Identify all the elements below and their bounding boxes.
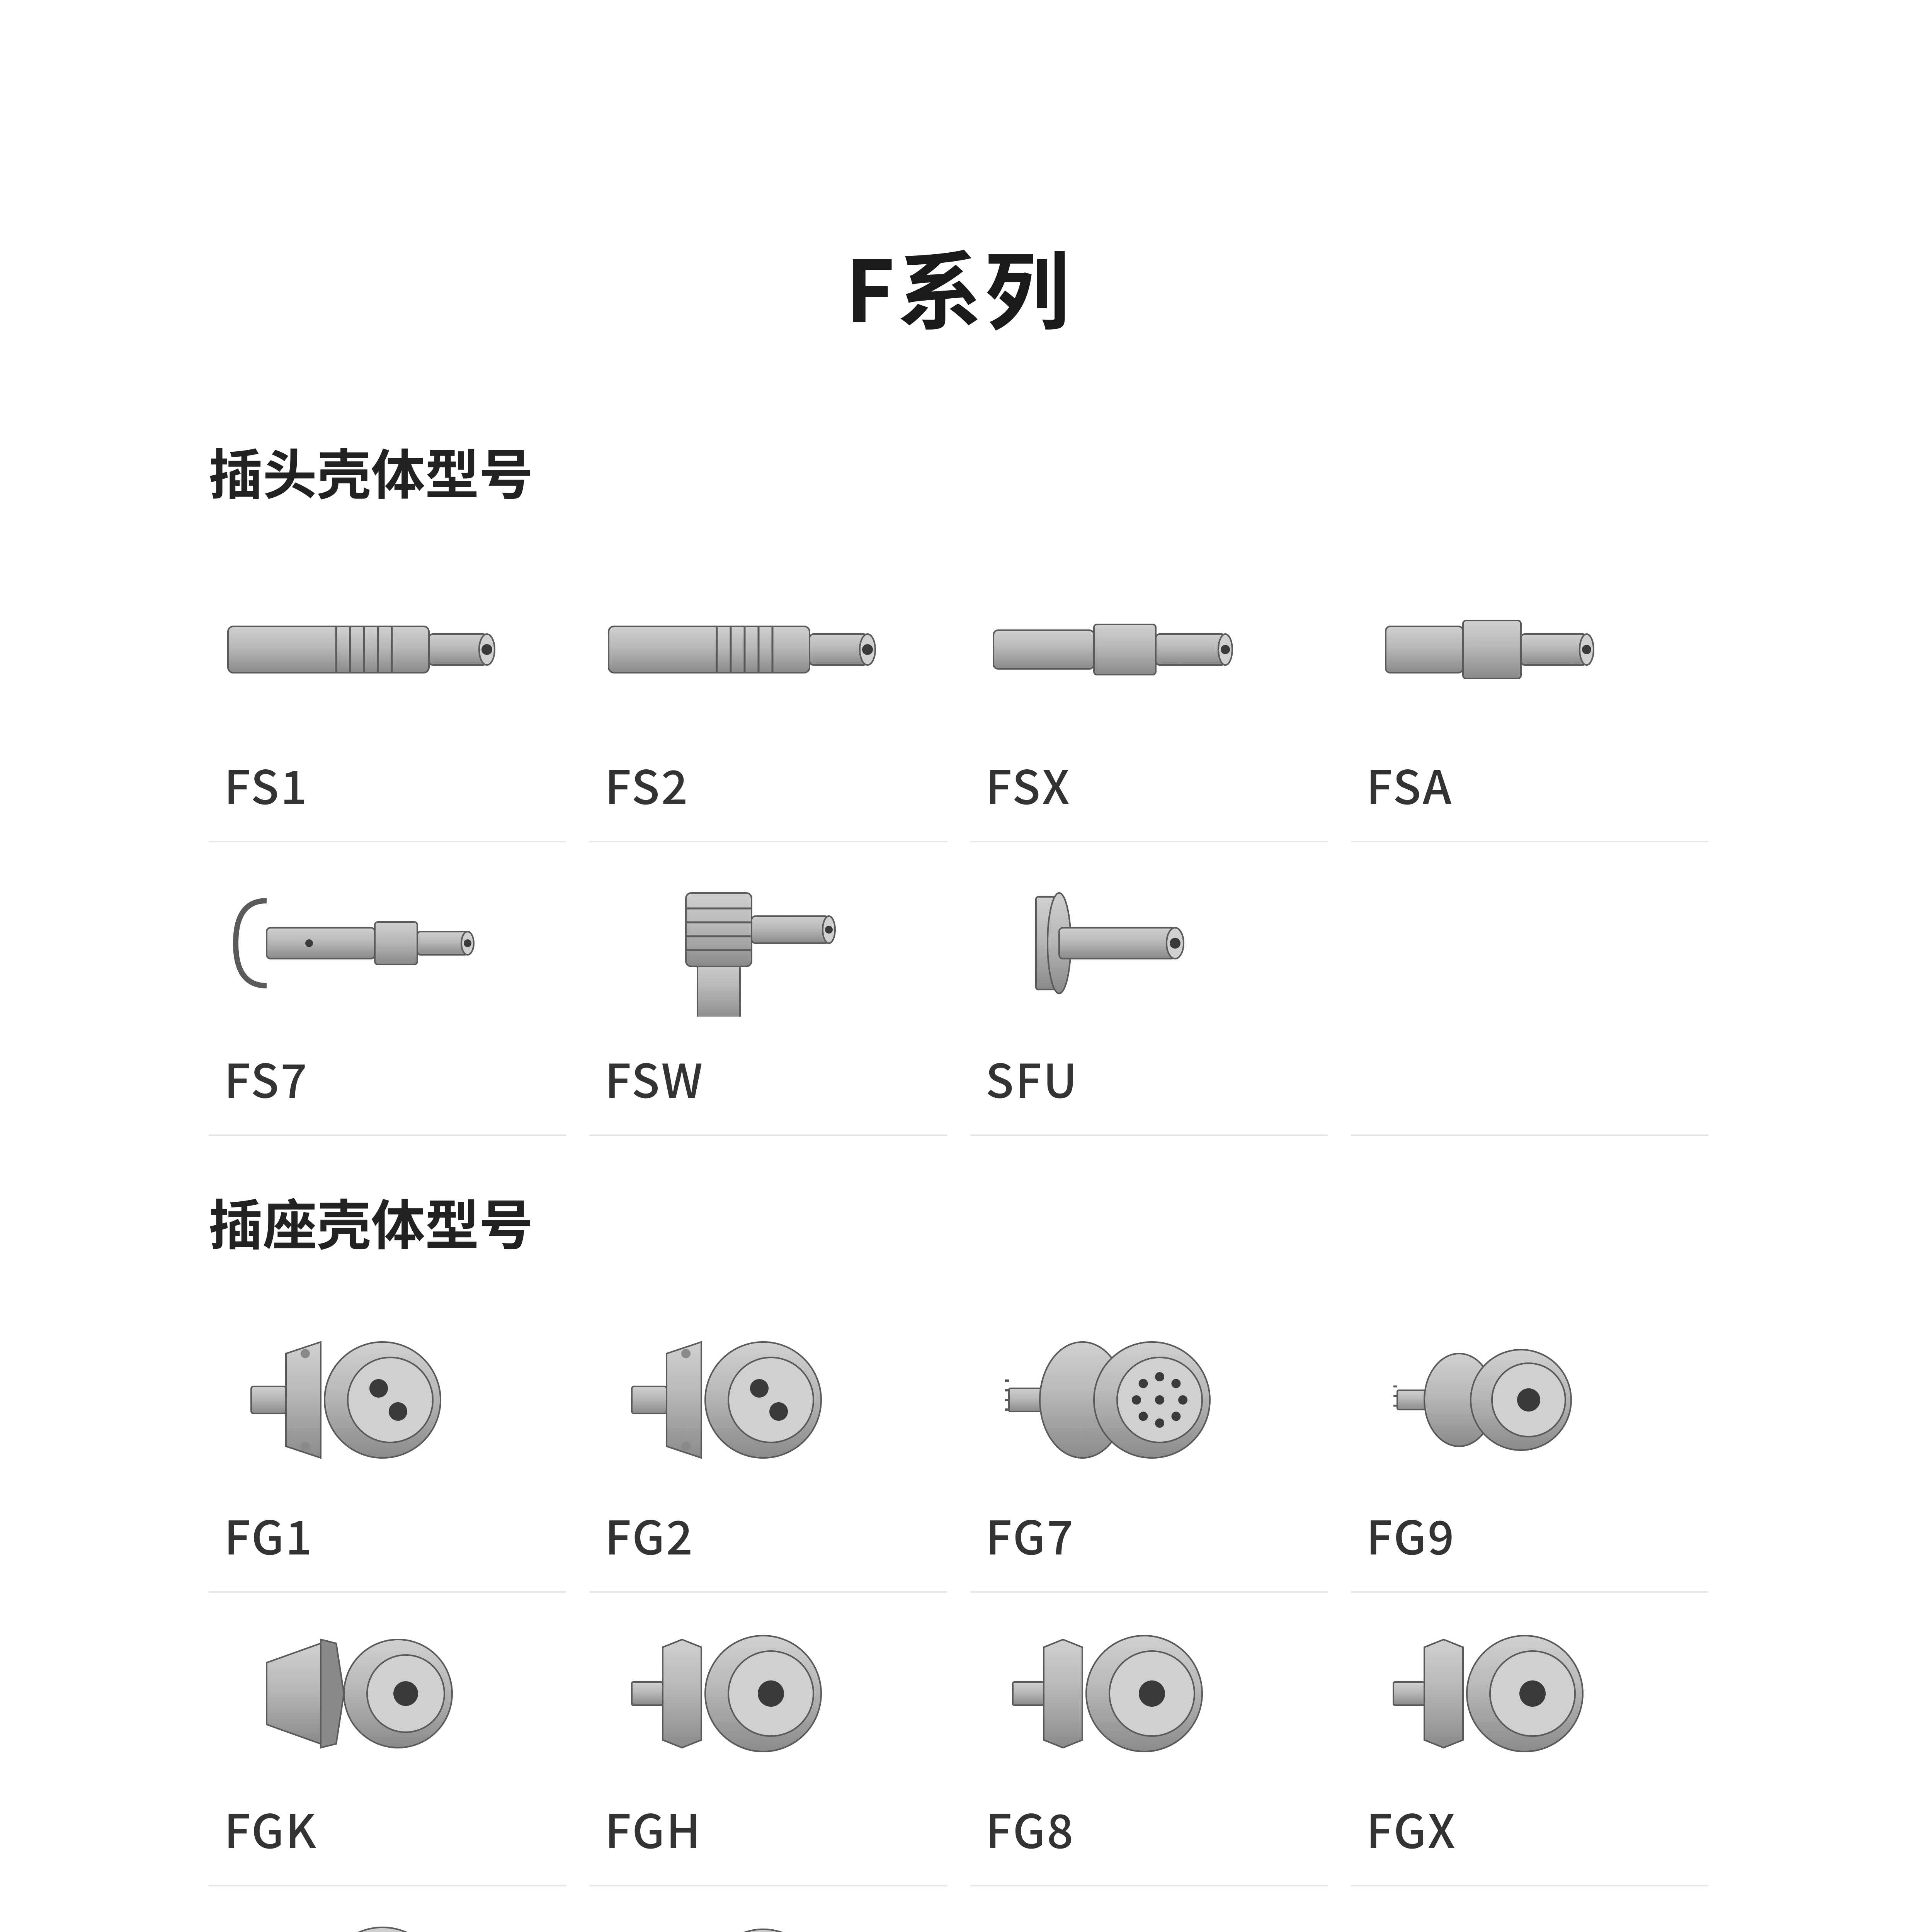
grid-receptacles: FG1 FG2 FG7 FG9 FGK FGH FG8 FGX xyxy=(209,1299,1708,1932)
product-cell: FG8 xyxy=(970,1593,1328,1886)
connector-icon xyxy=(220,576,498,723)
section-heading-receptacles: 插座壳体型号 xyxy=(209,1182,1708,1260)
product-label: SFU xyxy=(978,1044,1320,1111)
product-cell: FG9 xyxy=(1351,1299,1708,1593)
product-cell: FSA xyxy=(1351,549,1708,842)
product-image xyxy=(978,564,1320,735)
section-heading-plugs: 插头壳体型号 xyxy=(209,432,1708,510)
connector-icon xyxy=(1362,576,1641,723)
product-image xyxy=(978,1902,1320,1932)
product-image xyxy=(216,564,558,735)
product-cell: PGL xyxy=(970,1886,1328,1932)
product-image xyxy=(1359,1902,1701,1932)
product-image xyxy=(978,1315,1320,1485)
product-label: FSW xyxy=(597,1044,939,1111)
product-cell: FG1 xyxy=(209,1299,566,1593)
product-image xyxy=(597,564,939,735)
product-image xyxy=(1359,1608,1701,1779)
connector-icon xyxy=(220,1620,498,1767)
product-label: FS1 xyxy=(216,750,558,818)
product-label: FG1 xyxy=(216,1501,558,1568)
connector-icon xyxy=(601,1914,879,1932)
product-image xyxy=(597,858,939,1029)
connector-icon xyxy=(1362,1327,1641,1473)
product-cell: FS1 xyxy=(209,549,566,842)
product-label: FG7 xyxy=(978,1501,1320,1568)
product-image xyxy=(216,1902,558,1932)
product-image xyxy=(1359,1315,1701,1485)
product-cell: FGD xyxy=(209,1886,566,1932)
empty-cell xyxy=(1351,842,1708,1136)
connector-icon xyxy=(220,1327,498,1473)
product-cell: FSW xyxy=(589,842,947,1136)
connector-icon xyxy=(220,870,498,1017)
connector-icon xyxy=(601,870,879,1017)
product-label: FGX xyxy=(1359,1794,1701,1862)
connector-icon xyxy=(601,576,879,723)
product-label: FS7 xyxy=(216,1044,558,1111)
product-image xyxy=(1359,564,1701,735)
grid-plugs: FS1 FS2 FSX FSA FS7 FSW SFU xyxy=(209,549,1708,1136)
product-cell: FG2 xyxy=(589,1299,947,1593)
product-cell: FSX xyxy=(970,549,1328,842)
product-cell: FGH xyxy=(589,1593,947,1886)
product-label: FG2 xyxy=(597,1501,939,1568)
product-label: FGH xyxy=(597,1794,939,1862)
connector-icon xyxy=(1362,1620,1641,1767)
product-cell: PGS xyxy=(1351,1886,1708,1932)
product-image xyxy=(978,1608,1320,1779)
product-label: FSX xyxy=(978,750,1320,818)
connector-icon xyxy=(982,1327,1260,1473)
product-cell: FG7 xyxy=(970,1299,1328,1593)
catalog-page: F系列 插头壳体型号 FS1 FS2 FSX FSA FS7 FSW xyxy=(0,0,1917,1932)
product-cell: FGS xyxy=(589,1886,947,1932)
product-cell: FGK xyxy=(209,1593,566,1886)
connector-icon xyxy=(601,1327,879,1473)
product-label: FG8 xyxy=(978,1794,1320,1862)
product-image xyxy=(597,1902,939,1932)
product-image xyxy=(597,1608,939,1779)
product-image xyxy=(216,858,558,1029)
connector-icon xyxy=(982,870,1260,1017)
product-label: FGK xyxy=(216,1794,558,1862)
connector-icon xyxy=(601,1620,879,1767)
page-title: F系列 xyxy=(209,224,1708,347)
product-cell: SFU xyxy=(970,842,1328,1136)
product-label: FS2 xyxy=(597,750,939,818)
connector-icon xyxy=(220,1914,498,1932)
product-cell: FGX xyxy=(1351,1593,1708,1886)
connector-icon xyxy=(982,1620,1260,1767)
product-image xyxy=(978,858,1320,1029)
connector-icon xyxy=(982,576,1260,723)
product-label: FSA xyxy=(1359,750,1701,818)
product-image xyxy=(597,1315,939,1485)
connector-icon xyxy=(982,1914,1260,1932)
product-image xyxy=(216,1315,558,1485)
product-cell: FS2 xyxy=(589,549,947,842)
product-image xyxy=(216,1608,558,1779)
product-label: FG9 xyxy=(1359,1501,1701,1568)
product-cell: FS7 xyxy=(209,842,566,1136)
connector-icon xyxy=(1362,1914,1641,1932)
